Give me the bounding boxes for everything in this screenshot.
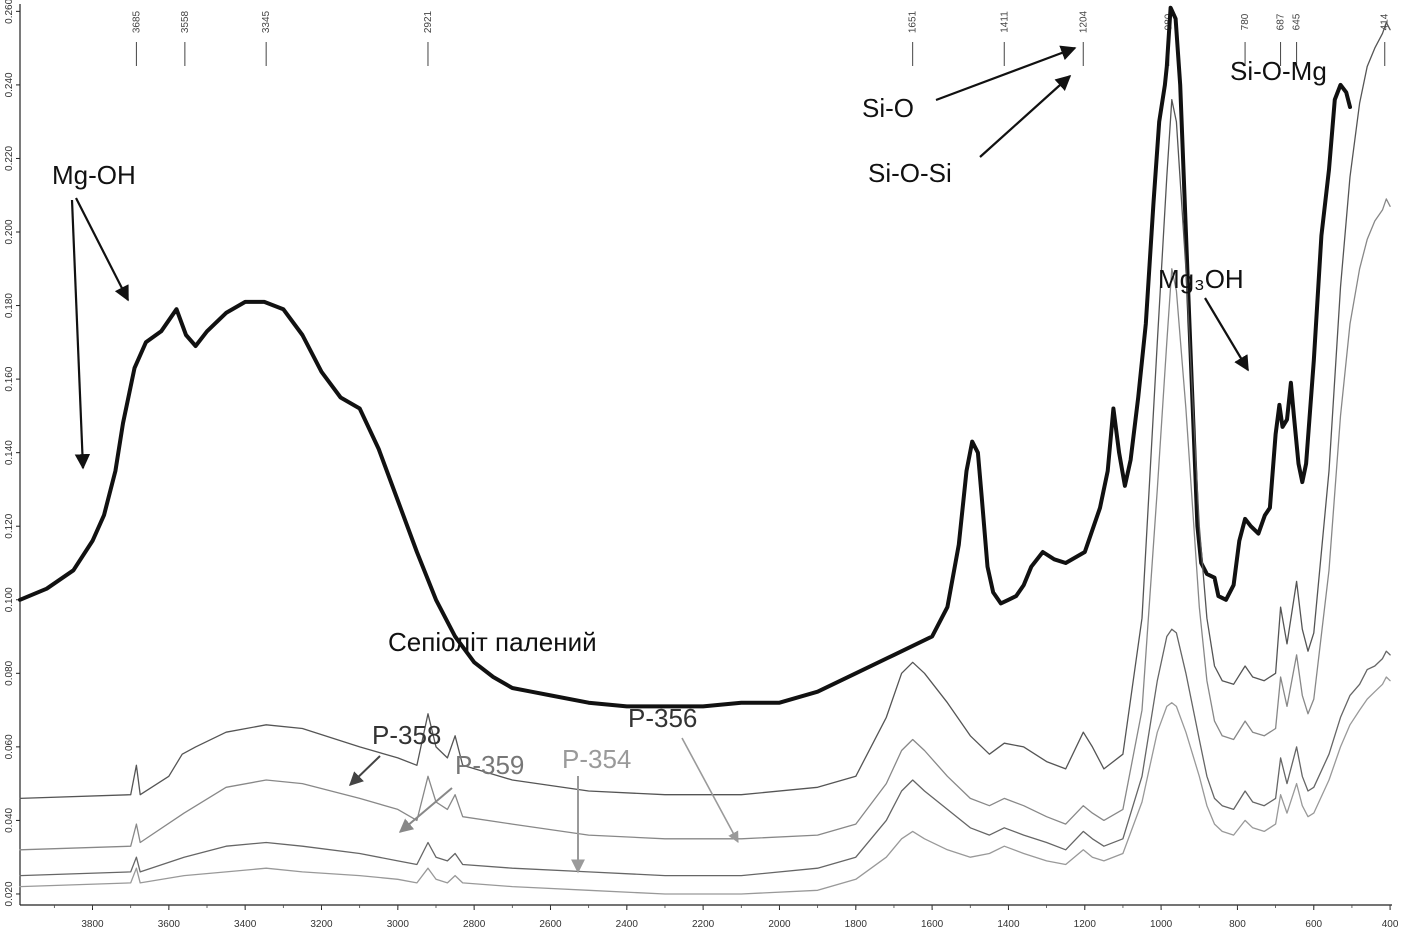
annotation-label: P-354 bbox=[562, 744, 631, 774]
x-tick-label: 2800 bbox=[463, 919, 486, 930]
annotation-arrow bbox=[70, 199, 91, 470]
peak-markers: 3685 3558 3345 2921 1651 1411 1204 980 780 687 645… bbox=[131, 10, 1391, 66]
series-line-p-359 bbox=[19, 198, 1391, 851]
series-line-p-354 bbox=[19, 676, 1391, 895]
y-tick-label: 0.140 bbox=[4, 440, 15, 465]
peak-marker-label: 645 bbox=[1292, 13, 1303, 30]
y-tick-label: 0.040 bbox=[4, 807, 15, 832]
x-tick-label: 2400 bbox=[616, 919, 639, 930]
peak-marker-label: 3558 bbox=[180, 10, 191, 33]
peak-marker-label: 1204 bbox=[1078, 10, 1089, 33]
x-tick-label: 600 bbox=[1305, 919, 1322, 930]
annotation-arrow bbox=[681, 737, 739, 843]
series-line-p-356 bbox=[19, 628, 1391, 877]
annotation-label: P-358 bbox=[372, 720, 441, 750]
annotation-arrow bbox=[935, 45, 1077, 102]
peak-marker-label: 3685 bbox=[131, 10, 142, 33]
annotation-arrow bbox=[979, 74, 1072, 158]
y-tick-label: 0.180 bbox=[4, 293, 15, 318]
x-tick-label: 800 bbox=[1229, 919, 1246, 930]
series-lines bbox=[18, 5, 1391, 895]
annotation-label: Si-O bbox=[862, 93, 914, 123]
axes: 3800 3600 3400 3200 3000 2800 2600 2400 2200 2000… bbox=[4, 0, 1399, 930]
x-tick-label: 3000 bbox=[387, 919, 410, 930]
x-tick-label: 1200 bbox=[1074, 919, 1097, 930]
annotation-label: Сепіоліт палений bbox=[388, 627, 597, 657]
annotation-label: Si-O-Si bbox=[868, 158, 952, 188]
annotations: Mg-OH Si-O Si-O-Si Si-O-Mg Mg₃OH Сепіоліт пал… bbox=[52, 45, 1327, 874]
x-tick-label: 1600 bbox=[921, 919, 944, 930]
x-tick-label: 1000 bbox=[1150, 919, 1173, 930]
x-tick-label: 3800 bbox=[81, 919, 104, 930]
annotation-label: P-359 bbox=[455, 750, 524, 780]
peak-marker-label: 687 bbox=[1276, 13, 1287, 30]
x-tick-label: 400 bbox=[1382, 919, 1399, 930]
peak-marker-label: 414 bbox=[1380, 13, 1391, 30]
y-tick-label: 0.240 bbox=[4, 72, 15, 97]
y-tick-label: 0.260 bbox=[4, 0, 15, 24]
x-tick-label: 2200 bbox=[692, 919, 715, 930]
y-tick-label: 0.200 bbox=[4, 219, 15, 244]
x-tick-label: 2600 bbox=[539, 919, 562, 930]
x-tick-label: 2000 bbox=[768, 919, 791, 930]
y-tick-label: 0.060 bbox=[4, 734, 15, 759]
peak-marker-label: 1411 bbox=[999, 11, 1010, 33]
annotation-arrow bbox=[348, 755, 381, 786]
y-tick-label: 0.080 bbox=[4, 660, 15, 685]
annotation-label: P-356 bbox=[628, 703, 697, 733]
x-tick-label: 1400 bbox=[997, 919, 1020, 930]
annotation-label: Mg-OH bbox=[52, 160, 136, 190]
series-line-сепіоліт-палений bbox=[18, 5, 1352, 709]
annotation-label: Si-O-Mg bbox=[1230, 56, 1327, 86]
annotation-label: Mg₃OH bbox=[1158, 264, 1244, 294]
annotation-arrow bbox=[1204, 297, 1249, 372]
peak-marker-label: 2921 bbox=[423, 10, 434, 33]
y-tick-label: 0.100 bbox=[4, 587, 15, 612]
annotation-arrow bbox=[398, 787, 453, 833]
peak-marker-label: 1651 bbox=[908, 10, 919, 33]
x-tick-label: 3400 bbox=[234, 919, 257, 930]
x-tick-label: 1800 bbox=[845, 919, 868, 930]
peak-marker-label: 3345 bbox=[261, 10, 272, 33]
x-tick-label: 3600 bbox=[158, 919, 181, 930]
series-line-p-358 bbox=[19, 21, 1391, 800]
y-tick-label: 0.020 bbox=[4, 881, 15, 906]
y-tick-label: 0.120 bbox=[4, 513, 15, 538]
y-tick-label: 0.220 bbox=[4, 146, 15, 171]
annotation-arrow bbox=[75, 197, 129, 302]
peak-marker-label: 780 bbox=[1240, 13, 1251, 30]
x-tick-label: 3200 bbox=[310, 919, 333, 930]
y-tick-label: 0.160 bbox=[4, 366, 15, 391]
